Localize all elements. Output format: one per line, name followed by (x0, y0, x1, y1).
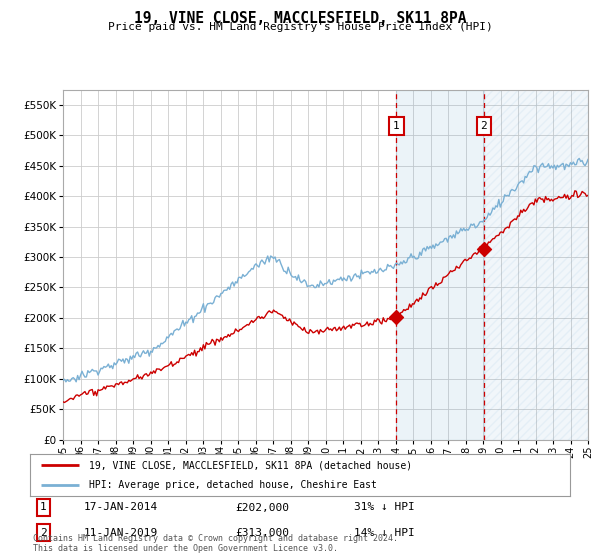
Point (479, 245, 488, 254)
Text: 2: 2 (481, 122, 487, 132)
Text: 19, VINE CLOSE, MACCLESFIELD, SK11 8PA (detached house): 19, VINE CLOSE, MACCLESFIELD, SK11 8PA (… (89, 460, 413, 470)
Text: 1: 1 (393, 122, 400, 132)
Text: 19, VINE CLOSE, MACCLESFIELD, SK11 8PA: 19, VINE CLOSE, MACCLESFIELD, SK11 8PA (134, 11, 466, 26)
Bar (484, 90, 588, 440)
Text: Price paid vs. HM Land Registry's House Price Index (HPI): Price paid vs. HM Land Registry's House … (107, 22, 493, 32)
Text: £202,000: £202,000 (235, 502, 289, 512)
Text: HPI: Average price, detached house, Cheshire East: HPI: Average price, detached house, Ches… (89, 480, 377, 490)
Text: 11-JAN-2019: 11-JAN-2019 (84, 528, 158, 538)
Bar (397, 90, 484, 440)
Text: Contains HM Land Registry data © Crown copyright and database right 2024.
This d: Contains HM Land Registry data © Crown c… (33, 534, 398, 553)
Text: 14% ↓ HPI: 14% ↓ HPI (354, 528, 415, 538)
Point (392, 312, 401, 321)
Text: 1: 1 (40, 502, 47, 512)
Text: 17-JAN-2014: 17-JAN-2014 (84, 502, 158, 512)
Text: £313,000: £313,000 (235, 528, 289, 538)
Text: 2: 2 (40, 528, 47, 538)
Text: 31% ↓ HPI: 31% ↓ HPI (354, 502, 415, 512)
